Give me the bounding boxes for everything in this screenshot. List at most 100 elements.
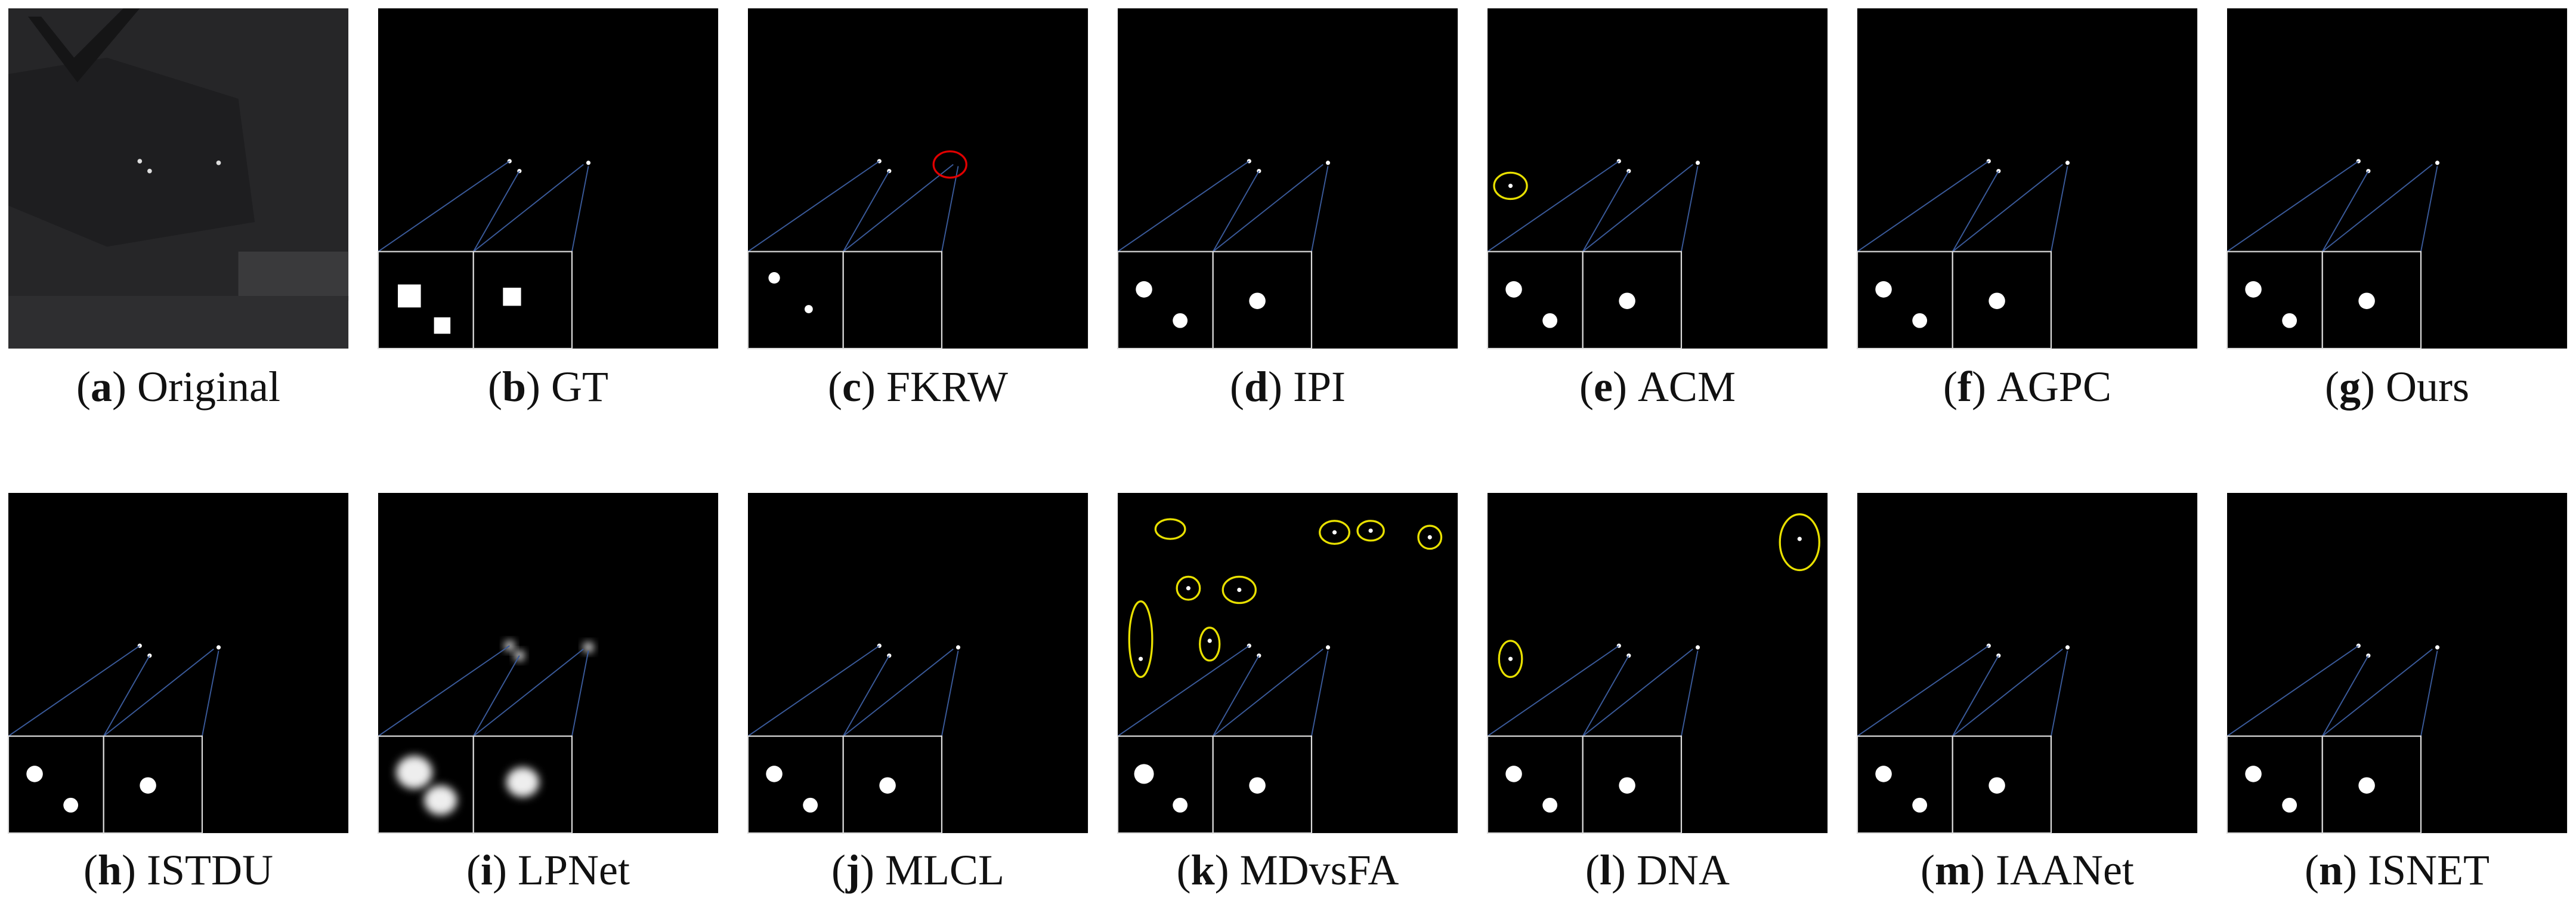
inset-target — [879, 777, 896, 794]
inset-target — [63, 797, 79, 813]
panel-caption: (a) Original — [76, 363, 280, 411]
inset-target — [768, 272, 780, 284]
target — [583, 642, 593, 653]
roof-ridge — [28, 8, 140, 82]
highlight-ellipse — [1356, 520, 1385, 542]
inset-target — [140, 777, 156, 794]
inset-target — [1505, 281, 1522, 298]
zoom-line — [1681, 650, 1699, 736]
caption-name: MDvsFA — [1240, 846, 1399, 894]
caption-letter: j — [845, 846, 860, 894]
caption-close: ) — [860, 846, 874, 894]
highlight-ellipse — [1319, 520, 1350, 545]
zoom-line — [1212, 655, 1260, 737]
zoom-line — [2420, 650, 2438, 736]
caption-letter: i — [481, 846, 493, 894]
zoom-line — [747, 161, 880, 252]
inset-target — [805, 305, 813, 313]
building — [238, 251, 349, 301]
target — [586, 161, 591, 165]
inset-target — [398, 284, 421, 308]
zoom-line — [1952, 171, 1999, 252]
zoom-line — [2321, 171, 2369, 252]
zoom-line — [378, 161, 510, 252]
zoom-line — [473, 164, 584, 252]
inset-box — [1117, 251, 1214, 350]
inset-target — [2245, 766, 2262, 782]
panel — [1117, 493, 1458, 834]
inset-target — [1619, 292, 1635, 309]
caption-name: ACM — [1638, 363, 1736, 411]
inset-target — [396, 755, 432, 789]
caption-letter: n — [2319, 846, 2343, 894]
inset-target — [803, 797, 818, 813]
caption-letter: l — [1600, 846, 1612, 894]
zoom-line — [1311, 166, 1329, 252]
caption-close: ) — [1972, 363, 1986, 411]
zoom-line — [103, 648, 214, 737]
zoom-line — [1857, 161, 1989, 252]
caption-name: IAANet — [1996, 846, 2134, 894]
zoom-line — [842, 655, 890, 737]
inset-target — [1542, 313, 1558, 328]
zoom-line — [202, 650, 219, 736]
inset-target — [434, 317, 451, 334]
caption-name: ISNET — [2368, 846, 2490, 894]
panel-caption: (h) ISTDU — [84, 846, 273, 894]
panel-caption: (m) IAANet — [1921, 846, 2134, 894]
zoom-line — [1952, 655, 1999, 737]
caption-letter: e — [1594, 363, 1613, 411]
caption-close: ) — [1612, 846, 1626, 894]
panel-caption: (f) AGPC — [1943, 363, 2111, 411]
inset-box — [747, 735, 844, 834]
panel — [1117, 8, 1458, 350]
zoom-line — [1582, 655, 1629, 737]
panel-caption: (j) MLCL — [831, 846, 1004, 894]
caption-name: MLCL — [885, 846, 1004, 894]
inset-box — [1117, 735, 1214, 834]
inset-target — [1249, 292, 1266, 309]
zoom-line — [472, 655, 520, 737]
panel — [747, 493, 1088, 834]
panel-caption: (b) GT — [488, 363, 608, 411]
zoom-line — [941, 650, 959, 736]
caption-open: ( — [1177, 846, 1191, 894]
inset-box — [747, 251, 844, 350]
zoom-line — [2322, 164, 2433, 252]
caption-open: ( — [1579, 363, 1594, 411]
caption-letter: g — [2339, 363, 2361, 411]
panel — [1486, 493, 1828, 834]
inset-box — [1486, 735, 1584, 834]
highlight-ellipse — [1199, 627, 1221, 662]
inset-target — [1542, 797, 1558, 813]
inset-target — [503, 288, 521, 306]
caption-open: ( — [1943, 363, 1957, 411]
caption-letter: d — [1244, 363, 1268, 411]
inset-target — [1875, 281, 1892, 298]
panel — [377, 8, 719, 350]
panel-caption: (e) ACM — [1579, 363, 1736, 411]
target — [2065, 645, 2070, 650]
target — [1695, 161, 1700, 165]
zoom-line — [571, 166, 589, 252]
caption-open: ( — [1585, 846, 1600, 894]
target — [2435, 645, 2440, 650]
panel — [377, 493, 719, 834]
panel — [1856, 8, 2198, 350]
roof-shape — [8, 57, 255, 247]
inset-box — [842, 251, 943, 350]
false-alarm — [1237, 587, 1242, 593]
target — [216, 161, 221, 165]
inset-target — [1989, 292, 2005, 309]
zoom-line — [1212, 171, 1260, 252]
inset-target — [1136, 281, 1152, 298]
false-alarm — [1207, 639, 1212, 643]
caption-name: DNA — [1637, 846, 1730, 894]
zoom-line — [8, 645, 140, 737]
target — [137, 159, 143, 164]
caption-letter: k — [1191, 846, 1215, 894]
inset-target — [766, 766, 783, 782]
inset-box — [1486, 251, 1584, 350]
panel — [1856, 493, 2198, 834]
zoom-line — [472, 171, 520, 252]
